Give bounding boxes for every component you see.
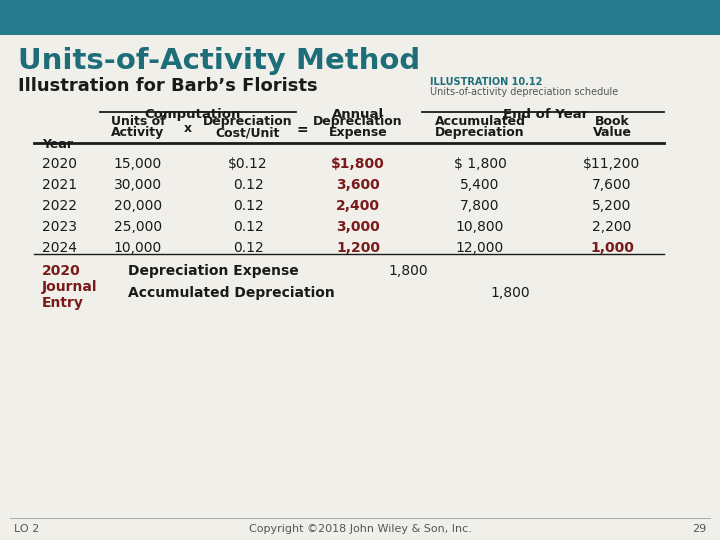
Text: $11,200: $11,200 [583, 157, 641, 171]
Text: 2024: 2024 [42, 241, 77, 255]
Bar [0, 0, 720, 35]
Text: 25,000: 25,000 [114, 220, 162, 234]
Text: 0.12: 0.12 [233, 220, 264, 234]
Text: Annual: Annual [332, 108, 384, 121]
Text: Units of: Units of [111, 115, 166, 128]
Text: x: x [184, 123, 192, 136]
Text: Depreciation: Depreciation [313, 115, 402, 128]
Text: Depreciation: Depreciation [203, 115, 293, 128]
Text: End of Year: End of Year [503, 108, 589, 121]
Text: 2020: 2020 [42, 264, 81, 278]
Text: 1,000: 1,000 [590, 241, 634, 255]
Text: 29: 29 [692, 524, 706, 534]
Text: 1,200: 1,200 [336, 241, 380, 255]
Text: Book: Book [595, 115, 629, 128]
Text: Entry: Entry [42, 296, 84, 310]
Text: 10,800: 10,800 [456, 220, 504, 234]
Text: 5,400: 5,400 [460, 178, 500, 192]
Text: 5,200: 5,200 [593, 199, 631, 213]
Text: 2023: 2023 [42, 220, 77, 234]
Text: 2,200: 2,200 [593, 220, 631, 234]
Text: 2022: 2022 [42, 199, 77, 213]
Text: 3,000: 3,000 [336, 220, 380, 234]
Text: Activity: Activity [112, 126, 165, 139]
Text: Depreciation: Depreciation [435, 126, 525, 139]
Text: $ 1,800: $ 1,800 [454, 157, 506, 171]
Text: $0.12: $0.12 [228, 157, 268, 171]
Text: Accumulated: Accumulated [434, 115, 526, 128]
Text: Units-of-Activity Method: Units-of-Activity Method [18, 47, 420, 75]
Text: 10,000: 10,000 [114, 241, 162, 255]
Text: Value: Value [593, 126, 631, 139]
Text: 1,800: 1,800 [490, 286, 530, 300]
Text: Computation: Computation [145, 108, 241, 121]
Text: Copyright ©2018 John Wiley & Son, Inc.: Copyright ©2018 John Wiley & Son, Inc. [248, 524, 472, 534]
Text: 2020: 2020 [42, 157, 77, 171]
Text: 7,600: 7,600 [593, 178, 631, 192]
Text: 2,400: 2,400 [336, 199, 380, 213]
Text: 3,600: 3,600 [336, 178, 380, 192]
Text: Units-of-activity depreciation schedule: Units-of-activity depreciation schedule [430, 87, 618, 97]
Text: 12,000: 12,000 [456, 241, 504, 255]
Text: 0.12: 0.12 [233, 241, 264, 255]
Text: Year: Year [42, 138, 73, 151]
Text: 30,000: 30,000 [114, 178, 162, 192]
Text: LO 2: LO 2 [14, 524, 40, 534]
Text: 0.12: 0.12 [233, 199, 264, 213]
Text: 7,800: 7,800 [460, 199, 500, 213]
Text: Expense: Expense [328, 126, 387, 139]
Text: 20,000: 20,000 [114, 199, 162, 213]
Text: 0.12: 0.12 [233, 178, 264, 192]
Text: =: = [296, 123, 308, 137]
Text: Journal: Journal [42, 280, 97, 294]
Text: 15,000: 15,000 [114, 157, 162, 171]
Text: Illustration for Barb’s Florists: Illustration for Barb’s Florists [18, 77, 318, 95]
Text: Cost/Unit: Cost/Unit [216, 126, 280, 139]
Text: 2021: 2021 [42, 178, 77, 192]
Text: Depreciation Expense: Depreciation Expense [128, 264, 299, 278]
Text: $1,800: $1,800 [331, 157, 385, 171]
Text: ILLUSTRATION 10.12: ILLUSTRATION 10.12 [430, 77, 542, 87]
Text: Accumulated Depreciation: Accumulated Depreciation [128, 286, 335, 300]
Text: 1,800: 1,800 [388, 264, 428, 278]
